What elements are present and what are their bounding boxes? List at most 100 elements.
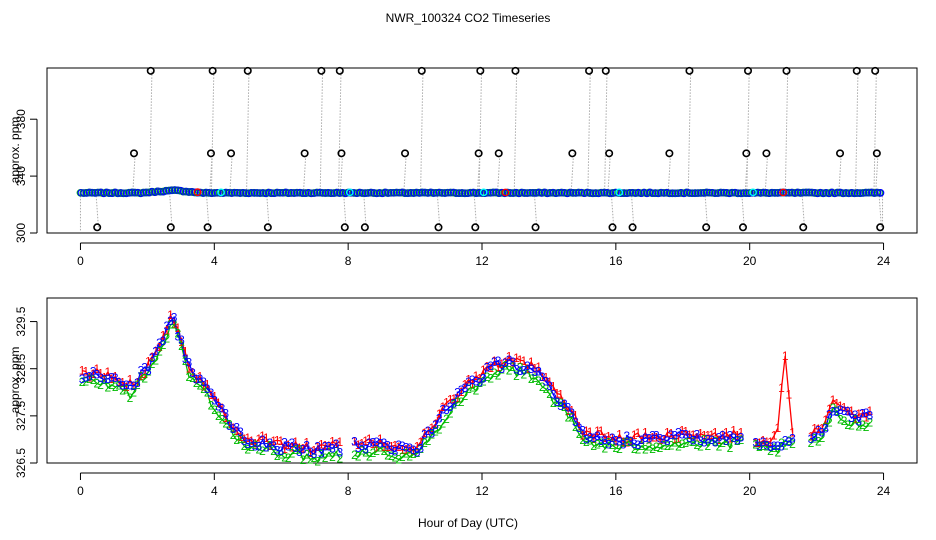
series-1-point: 1	[296, 441, 303, 455]
series-1-point: 1	[594, 424, 601, 438]
outlier-marker	[531, 223, 540, 232]
series-3-point: 3	[381, 436, 388, 450]
series-1-point: 1	[233, 424, 240, 438]
series-1-point: 1	[620, 435, 627, 449]
series-3-point: 3	[863, 406, 870, 420]
series-3-point: 3	[774, 439, 781, 453]
series-1-point: 1	[86, 370, 93, 384]
series-1-point: 1	[598, 424, 605, 438]
series-2-point: 2	[425, 434, 432, 448]
series-2-point: 2	[502, 359, 509, 373]
series-3-point: 3	[734, 434, 741, 448]
series-1-point: 1	[278, 434, 285, 448]
series-3-point: 3	[230, 422, 237, 436]
series-3-point: 3	[852, 408, 859, 422]
series-3-point: 3	[819, 426, 826, 440]
series-2-point: 2	[550, 396, 557, 410]
series-2-point: 2	[682, 436, 689, 450]
series-2-point: 2	[248, 440, 255, 454]
series-3-point: 3	[524, 359, 531, 373]
outlier-marker	[300, 149, 309, 158]
series-2-point: 2	[130, 385, 137, 399]
series-1-point: 1	[774, 421, 781, 435]
outlier-gap-line	[302, 153, 307, 193]
series-1-line	[810, 398, 871, 437]
series-3-point: 3	[384, 438, 391, 452]
series-3-point: 3	[601, 433, 608, 447]
series-1-point: 1	[631, 428, 638, 442]
series-1-point: 1	[381, 440, 388, 454]
series-3-point: 3	[594, 429, 601, 443]
series-3-point: 3	[189, 366, 196, 380]
series-1-point: 1	[289, 440, 296, 454]
series-1-point: 1	[664, 425, 671, 439]
series-1-point: 1	[370, 437, 377, 451]
series-3-point: 3	[211, 394, 218, 408]
series-1-point: 1	[491, 354, 498, 368]
series-1-point: 1	[697, 427, 704, 441]
series-2-point: 2	[359, 444, 366, 458]
series-1-point: 1	[145, 354, 152, 368]
series-2-point: 2	[859, 418, 866, 432]
series-2-point: 2	[844, 418, 851, 432]
series-3-point: 3	[520, 363, 527, 377]
outlier-marker	[608, 223, 617, 232]
series-1-point: 1	[436, 407, 443, 421]
series-1-point: 1	[859, 407, 866, 421]
outlier-gap-line	[604, 70, 608, 193]
series-3-point: 3	[255, 439, 262, 453]
series-2-point: 2	[112, 380, 119, 394]
series-1-point: 1	[237, 430, 244, 444]
y-tick-label: 328.5	[14, 353, 28, 383]
series-2-point: 2	[292, 443, 299, 457]
outlier-marker	[799, 223, 808, 232]
series-1-point: 1	[668, 427, 675, 441]
series-2-point: 2	[127, 391, 134, 405]
series-1-point: 1	[863, 410, 870, 424]
series-2-point: 2	[270, 444, 277, 458]
series-1-point: 1	[583, 424, 590, 438]
series-3-point: 3	[432, 418, 439, 432]
x-tick-label: 24	[877, 484, 891, 498]
series-3-point: 3	[837, 403, 844, 417]
series-2-point: 2	[300, 453, 307, 467]
series-1-point: 1	[149, 350, 156, 364]
series-1-point: 1	[679, 423, 686, 437]
series-1-point: 1	[119, 376, 126, 390]
series-1-point: 1	[719, 428, 726, 442]
series-3-point: 3	[97, 371, 104, 385]
series-2-point: 2	[219, 412, 226, 426]
x-tick-label: 4	[211, 254, 218, 268]
series-3-point: 3	[480, 372, 487, 386]
series-2-point: 2	[738, 433, 745, 447]
series-1-point: 1	[244, 431, 251, 445]
series-1-point: 1	[259, 429, 266, 443]
series-3-point: 3	[101, 372, 108, 386]
series-1-point: 1	[141, 367, 148, 381]
series-3-point: 3	[311, 447, 318, 461]
series-2-point: 2	[189, 371, 196, 385]
x-tick-label: 0	[77, 484, 84, 498]
series-3-point: 3	[200, 375, 207, 389]
series-1-point: 1	[852, 412, 859, 426]
series-2-point: 2	[520, 367, 527, 381]
series-1-point: 1	[660, 432, 667, 446]
series-3-point: 3	[112, 371, 119, 385]
series-3-point: 3	[219, 402, 226, 416]
series-2-point: 2	[587, 434, 594, 448]
bottom-y-ticks: 326.5 327.5 328.5 329.5	[14, 306, 38, 478]
bottom-panel-box	[46, 297, 918, 464]
series-3-point: 3	[487, 359, 494, 373]
series-3-point: 3	[550, 387, 557, 401]
series-2-point: 2	[855, 420, 862, 434]
series-2-point: 2	[119, 383, 126, 397]
series-2-point: 2	[767, 444, 774, 458]
series-1-point: 1	[811, 421, 818, 435]
series-3-point: 3	[436, 412, 443, 426]
series-1-point: 1	[97, 367, 104, 381]
series-3-point: 3	[163, 319, 170, 333]
series-3-point: 3	[134, 376, 141, 390]
series-2-point: 2	[82, 375, 89, 389]
series-2-point: 2	[373, 444, 380, 458]
series-2-point: 2	[771, 441, 778, 455]
